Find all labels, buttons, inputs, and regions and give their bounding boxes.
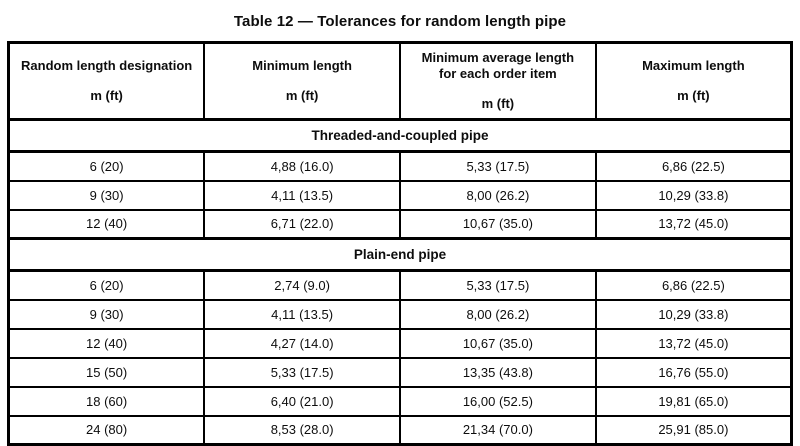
column-unit: m (ft) (677, 87, 710, 103)
column-label: Minimum average length for each order it… (421, 50, 575, 82)
cell-minimum-length: 4,88 (16.0) (203, 150, 401, 182)
cell-min-average-length: 5,33 (17.5) (399, 269, 597, 301)
cell-maximum-length: 10,29 (33.8) (594, 298, 793, 330)
column-label: Minimum length (252, 58, 352, 74)
cell-minimum-length: 8,53 (28.0) (203, 414, 401, 446)
cell-min-average-length: 8,00 (26.2) (399, 179, 597, 211)
table-row: 9 (30) 4,11 (13.5) 8,00 (26.2) 10,29 (33… (7, 298, 793, 330)
cell-designation: 24 (80) (7, 414, 206, 446)
column-unit: m (ft) (90, 87, 123, 103)
cell-designation: 15 (50) (7, 356, 206, 388)
cell-min-average-length: 8,00 (26.2) (399, 298, 597, 330)
table-row: 15 (50) 5,33 (17.5) 13,35 (43.8) 16,76 (… (7, 356, 793, 388)
cell-minimum-length: 4,11 (13.5) (203, 298, 401, 330)
cell-maximum-length: 10,29 (33.8) (594, 179, 793, 211)
table-row: 9 (30) 4,11 (13.5) 8,00 (26.2) 10,29 (33… (7, 179, 793, 211)
section-header-plain-end: Plain-end pipe (7, 237, 793, 272)
table-row: 6 (20) 2,74 (9.0) 5,33 (17.5) 6,86 (22.5… (7, 269, 793, 301)
cell-maximum-length: 16,76 (55.0) (594, 356, 793, 388)
cell-designation: 12 (40) (7, 327, 206, 359)
cell-minimum-length: 4,27 (14.0) (203, 327, 401, 359)
table-row: 24 (80) 8,53 (28.0) 21,34 (70.0) 25,91 (… (7, 414, 793, 446)
cell-maximum-length: 25,91 (85.0) (594, 414, 793, 446)
cell-min-average-length: 10,67 (35.0) (399, 327, 597, 359)
cell-designation: 9 (30) (7, 179, 206, 211)
cell-minimum-length: 5,33 (17.5) (203, 356, 401, 388)
table-title: Table 12 — Tolerances for random length … (233, 13, 567, 30)
cell-minimum-length: 6,71 (22.0) (203, 208, 401, 240)
section-header-threaded-and-coupled: Threaded-and-coupled pipe (7, 118, 793, 153)
cell-designation: 9 (30) (7, 298, 206, 330)
cell-designation: 12 (40) (7, 208, 206, 240)
cell-minimum-length: 4,11 (13.5) (203, 179, 401, 211)
cell-designation: 18 (60) (7, 385, 206, 417)
table-row: 18 (60) 6,40 (21.0) 16,00 (52.5) 19,81 (… (7, 385, 793, 417)
section-title: Plain-end pipe (7, 237, 793, 272)
section-title: Threaded-and-coupled pipe (7, 118, 793, 153)
cell-maximum-length: 6,86 (22.5) (594, 269, 793, 301)
tolerances-table: Random length designation m (ft) Minimum… (7, 41, 793, 446)
column-unit: m (ft) (481, 95, 515, 111)
column-header-minimum-length: Minimum length m (ft) (203, 41, 401, 121)
column-unit: m (ft) (285, 87, 319, 103)
cell-min-average-length: 16,00 (52.5) (399, 385, 597, 417)
column-label: Maximum length (642, 58, 745, 74)
cell-minimum-length: 2,74 (9.0) (203, 269, 401, 301)
column-header-designation: Random length designation m (ft) (7, 41, 206, 121)
cell-designation: 6 (20) (7, 150, 206, 182)
cell-min-average-length: 5,33 (17.5) (399, 150, 597, 182)
column-header-maximum-length: Maximum length m (ft) (594, 41, 793, 121)
table-row: 12 (40) 4,27 (14.0) 10,67 (35.0) 13,72 (… (7, 327, 793, 359)
cell-min-average-length: 21,34 (70.0) (399, 414, 597, 446)
column-header-min-average-length: Minimum average length for each order it… (399, 41, 597, 121)
cell-min-average-length: 10,67 (35.0) (399, 208, 597, 240)
table-row: 6 (20) 4,88 (16.0) 5,33 (17.5) 6,86 (22.… (7, 150, 793, 182)
cell-designation: 6 (20) (7, 269, 206, 301)
cell-maximum-length: 13,72 (45.0) (594, 208, 793, 240)
header-row: Random length designation m (ft) Minimum… (7, 41, 793, 121)
cell-maximum-length: 19,81 (65.0) (594, 385, 793, 417)
table-row: 12 (40) 6,71 (22.0) 10,67 (35.0) 13,72 (… (7, 208, 793, 240)
cell-maximum-length: 13,72 (45.0) (594, 327, 793, 359)
cell-min-average-length: 13,35 (43.8) (399, 356, 597, 388)
column-label: Random length designation (21, 58, 193, 74)
cell-maximum-length: 6,86 (22.5) (594, 150, 793, 182)
cell-minimum-length: 6,40 (21.0) (203, 385, 401, 417)
